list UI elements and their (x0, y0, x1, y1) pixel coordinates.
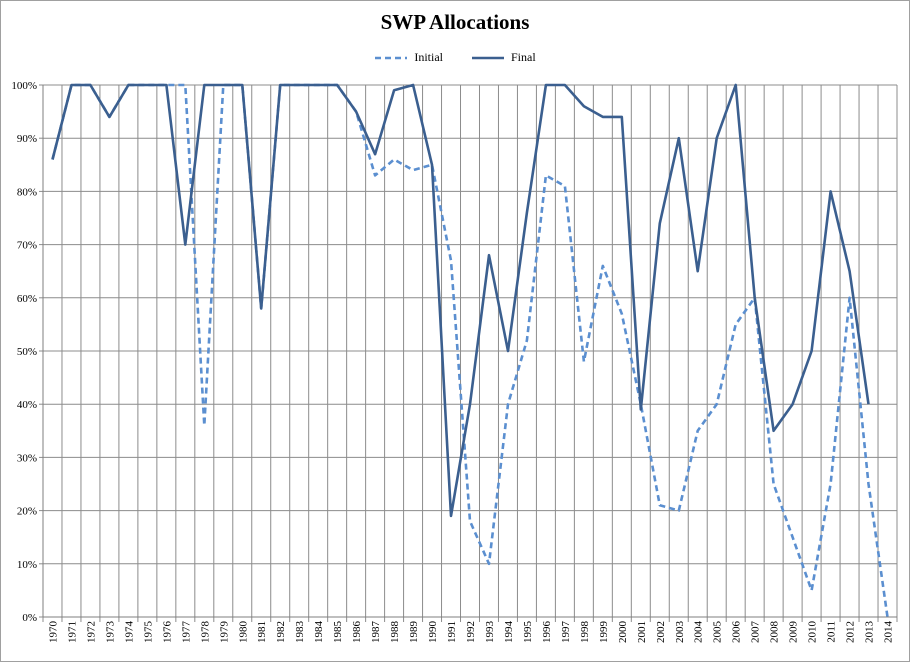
x-tick-label: 2014 (883, 621, 895, 644)
x-tick-label: 1982 (275, 621, 287, 643)
y-tick-label: 90% (17, 133, 37, 145)
x-tick-label: 1970 (47, 621, 59, 644)
x-tick-label: 1984 (313, 621, 325, 644)
x-tick-label: 1983 (294, 621, 306, 644)
chart-title: SWP Allocations (380, 10, 530, 34)
x-tick-label: 1997 (560, 621, 572, 644)
y-tick-label: 10% (17, 559, 37, 571)
x-tick-label: 2002 (655, 621, 667, 643)
x-tick-label: 2007 (750, 621, 762, 644)
x-tick-label: 1987 (370, 621, 382, 644)
x-tick-label: 2011 (826, 621, 838, 643)
legend: Initial Final (0, 50, 910, 65)
x-tick-label: 2008 (769, 621, 781, 644)
x-tick-label: 1990 (427, 621, 439, 644)
x-tick-label: 1972 (85, 621, 97, 643)
legend-entry-initial: Initial (374, 50, 443, 65)
y-tick-label: 70% (17, 240, 37, 252)
x-tick-label: 1988 (389, 621, 401, 644)
x-tick-label: 1971 (66, 621, 78, 643)
x-tick-label: 1979 (218, 621, 230, 644)
x-tick-label: 1976 (161, 621, 173, 644)
x-tick-label: 2000 (617, 621, 629, 644)
x-tick-label: 1995 (522, 621, 534, 644)
x-tick-label: 1977 (180, 621, 192, 644)
series-line-final (51, 83, 870, 518)
x-tick-label: 1992 (465, 621, 477, 643)
x-tick-label: 2009 (788, 621, 800, 644)
x-tick-label: 2003 (674, 621, 686, 644)
x-tick-label: 1985 (332, 621, 344, 644)
legend-entry-final: Final (471, 50, 536, 65)
x-tick-label: 2010 (807, 621, 819, 644)
x-tick-label: 1998 (579, 621, 591, 644)
x-tick-label: 1989 (408, 621, 420, 644)
y-tick-label: 0% (22, 612, 37, 624)
x-tick-label: 1980 (237, 621, 249, 644)
y-tick-label: 40% (17, 399, 37, 411)
x-tick-label: 1974 (123, 621, 135, 644)
series-lines (51, 83, 889, 618)
x-tick-label: 2013 (864, 621, 876, 644)
legend-label-final: Final (511, 50, 536, 64)
y-tick-label: 50% (17, 346, 37, 358)
x-tick-label: 2012 (845, 621, 857, 643)
y-tick-label: 30% (17, 452, 37, 464)
legend-swatch-final (472, 56, 504, 59)
x-tick-label: 2001 (636, 621, 648, 643)
x-tick-label: 1975 (142, 621, 154, 644)
legend-label-initial: Initial (414, 50, 443, 64)
x-tick-label: 1994 (503, 621, 515, 644)
x-tick-label: 1973 (104, 621, 116, 644)
x-tick-label: 2005 (712, 621, 724, 644)
y-tick-label: 80% (17, 186, 37, 198)
x-tick-label: 1999 (598, 621, 610, 644)
x-tick-label: 1981 (256, 621, 268, 643)
y-tick-label: 100% (11, 80, 37, 92)
gridlines (42, 84, 898, 622)
x-tick-label: 1986 (351, 621, 363, 644)
y-tick-label: 20% (17, 506, 37, 518)
axes: 0% 10% 20% 30% 40% 50% 60% 70% 80% 90% 100% 1970 197… (11, 80, 897, 643)
x-tick-label: 1996 (541, 621, 553, 644)
legend-swatch-initial (375, 56, 408, 59)
x-tick-label: 2004 (693, 621, 705, 644)
x-tick-label: 1978 (199, 621, 211, 644)
x-tick-label: 1993 (484, 621, 496, 644)
x-tick-label: 2006 (731, 621, 743, 644)
y-tick-label: 60% (17, 293, 37, 305)
x-tick-label: 1991 (446, 621, 458, 643)
